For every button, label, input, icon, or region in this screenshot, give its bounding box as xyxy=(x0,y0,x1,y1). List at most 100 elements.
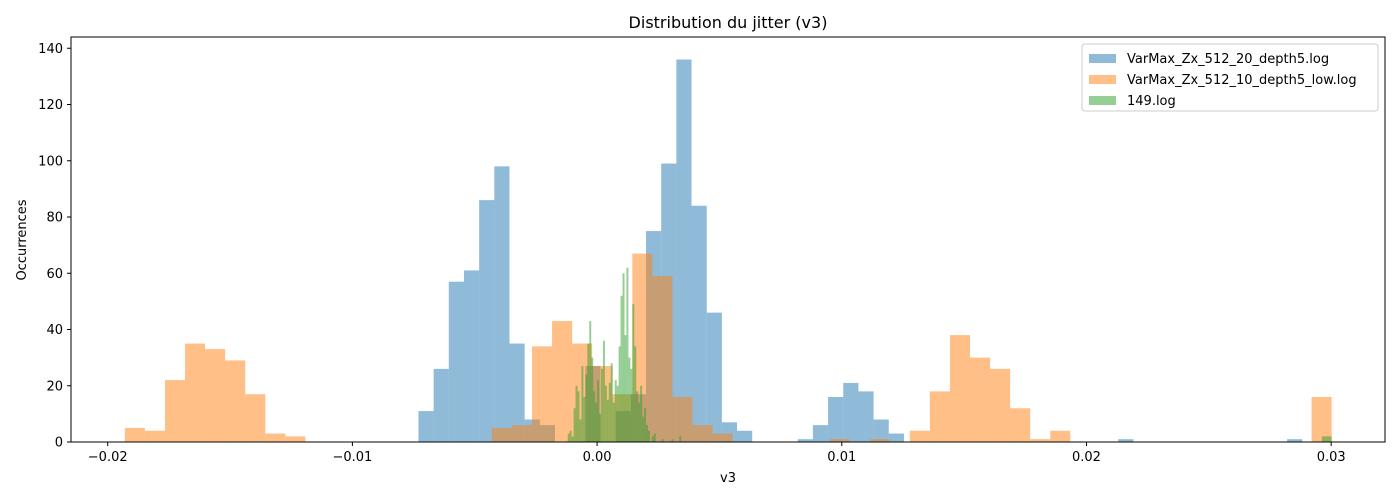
histogram-bar xyxy=(634,346,637,443)
histogram-bar xyxy=(672,397,693,442)
histogram-bar xyxy=(1311,397,1332,442)
histogram-bar xyxy=(691,205,707,442)
histogram-bar xyxy=(652,276,673,442)
legend-label: 149.log xyxy=(1127,94,1176,109)
histogram-bar xyxy=(636,391,639,443)
y-tick-label: 40 xyxy=(46,323,63,338)
histogram-bar xyxy=(591,357,594,443)
histogram-bar xyxy=(595,402,598,443)
histogram-bar xyxy=(448,281,464,442)
histogram-bar xyxy=(653,433,656,442)
histogram-bar xyxy=(616,385,619,442)
histogram-bar xyxy=(608,382,611,442)
histogram-bar xyxy=(640,385,643,442)
histogram-bar xyxy=(599,413,602,443)
x-axis: −0.02 −0.01 0.00 0.01 0.02 0.03 xyxy=(88,442,1346,465)
histogram-bar xyxy=(614,380,617,443)
histogram-bar xyxy=(532,346,553,443)
histogram-bar xyxy=(1050,430,1071,442)
legend-swatch xyxy=(1089,75,1116,84)
histogram-bar xyxy=(124,427,145,442)
histogram-bar xyxy=(589,321,592,442)
histogram-bar xyxy=(630,368,633,443)
histogram-bar xyxy=(618,346,621,443)
histogram-bar xyxy=(737,430,753,442)
histogram-bar xyxy=(433,368,449,443)
y-axis-label: Occurrences xyxy=(15,199,30,280)
histogram-bar xyxy=(706,312,722,443)
histogram-bar xyxy=(205,349,226,442)
histogram-bar xyxy=(646,425,648,443)
histogram-bar xyxy=(185,343,206,442)
histogram-bar xyxy=(579,419,582,442)
histogram-bar xyxy=(494,166,510,443)
histogram-bar xyxy=(1030,439,1051,442)
series-2-bars xyxy=(567,267,1332,443)
histogram-bar xyxy=(285,436,306,443)
histogram-bar xyxy=(873,419,889,442)
histogram-bar xyxy=(949,335,970,443)
histogram-bar xyxy=(692,425,713,443)
histogram-bar xyxy=(929,391,950,443)
y-tick-label: 0 xyxy=(55,436,63,451)
histogram-bar xyxy=(575,385,578,442)
histogram-bar xyxy=(571,436,574,443)
histogram-bar xyxy=(970,357,991,443)
legend-label: VarMax_Zx_512_10_depth5_low.log xyxy=(1127,73,1357,88)
histogram-bar xyxy=(624,335,627,443)
histogram-bar xyxy=(577,391,580,443)
histogram-bar xyxy=(626,267,629,443)
x-tick-label: 0.00 xyxy=(583,450,612,465)
histogram-bar xyxy=(661,439,664,442)
histogram-bar xyxy=(164,380,186,443)
histogram-bar xyxy=(843,382,859,442)
histogram-bar xyxy=(1118,439,1134,442)
x-tick-label: 0.01 xyxy=(827,450,856,465)
histogram-bar xyxy=(676,59,692,442)
histogram-bar xyxy=(1321,436,1332,443)
histogram-bar xyxy=(712,433,733,442)
histogram-bar xyxy=(511,425,532,443)
series-1-bars xyxy=(124,253,1332,443)
histogram-bar xyxy=(620,295,623,442)
y-tick-label: 120 xyxy=(38,98,63,113)
histogram-bar xyxy=(597,380,600,443)
histogram-bar xyxy=(585,374,588,442)
histogram-bar xyxy=(647,430,650,442)
histogram-bar xyxy=(888,433,904,442)
histogram-bar xyxy=(587,343,590,442)
histogram-bar xyxy=(638,402,641,443)
legend-swatch xyxy=(1089,54,1116,63)
legend-label: VarMax_Zx_512_20_depth5.log xyxy=(1127,52,1329,67)
histogram-bar xyxy=(644,408,647,442)
histogram-bar xyxy=(828,397,844,442)
histogram-bar xyxy=(622,273,625,442)
histogram-bar xyxy=(569,430,572,442)
legend-swatch xyxy=(1089,96,1116,105)
histogram-bar xyxy=(509,343,525,442)
histogram-bar xyxy=(418,411,434,442)
histogram-bars xyxy=(124,59,1332,443)
legend: VarMax_Zx_512_20_depth5.log VarMax_Zx_512… xyxy=(1081,43,1379,112)
x-axis-label: v3 xyxy=(720,471,736,486)
histogram-bar xyxy=(829,439,850,442)
histogram-bar xyxy=(601,368,603,443)
histogram-bar xyxy=(225,360,246,442)
histogram-bar xyxy=(610,363,613,442)
legend-box xyxy=(1081,43,1379,112)
histogram-bar xyxy=(990,368,1011,443)
y-tick-label: 20 xyxy=(46,379,63,394)
histogram-bar xyxy=(909,430,930,442)
x-tick-label: 0.03 xyxy=(1317,450,1346,465)
histogram-bar xyxy=(581,366,584,442)
histogram-bar xyxy=(491,427,512,442)
histogram-bar xyxy=(552,321,573,442)
histogram-bar xyxy=(632,304,635,442)
histogram-bar xyxy=(628,357,631,443)
histogram-bar xyxy=(606,399,609,442)
histogram-bar xyxy=(479,200,495,443)
chart-title: Distribution du jitter (v3) xyxy=(629,13,828,32)
histogram-bar xyxy=(144,430,165,442)
histogram-bar xyxy=(671,439,674,442)
